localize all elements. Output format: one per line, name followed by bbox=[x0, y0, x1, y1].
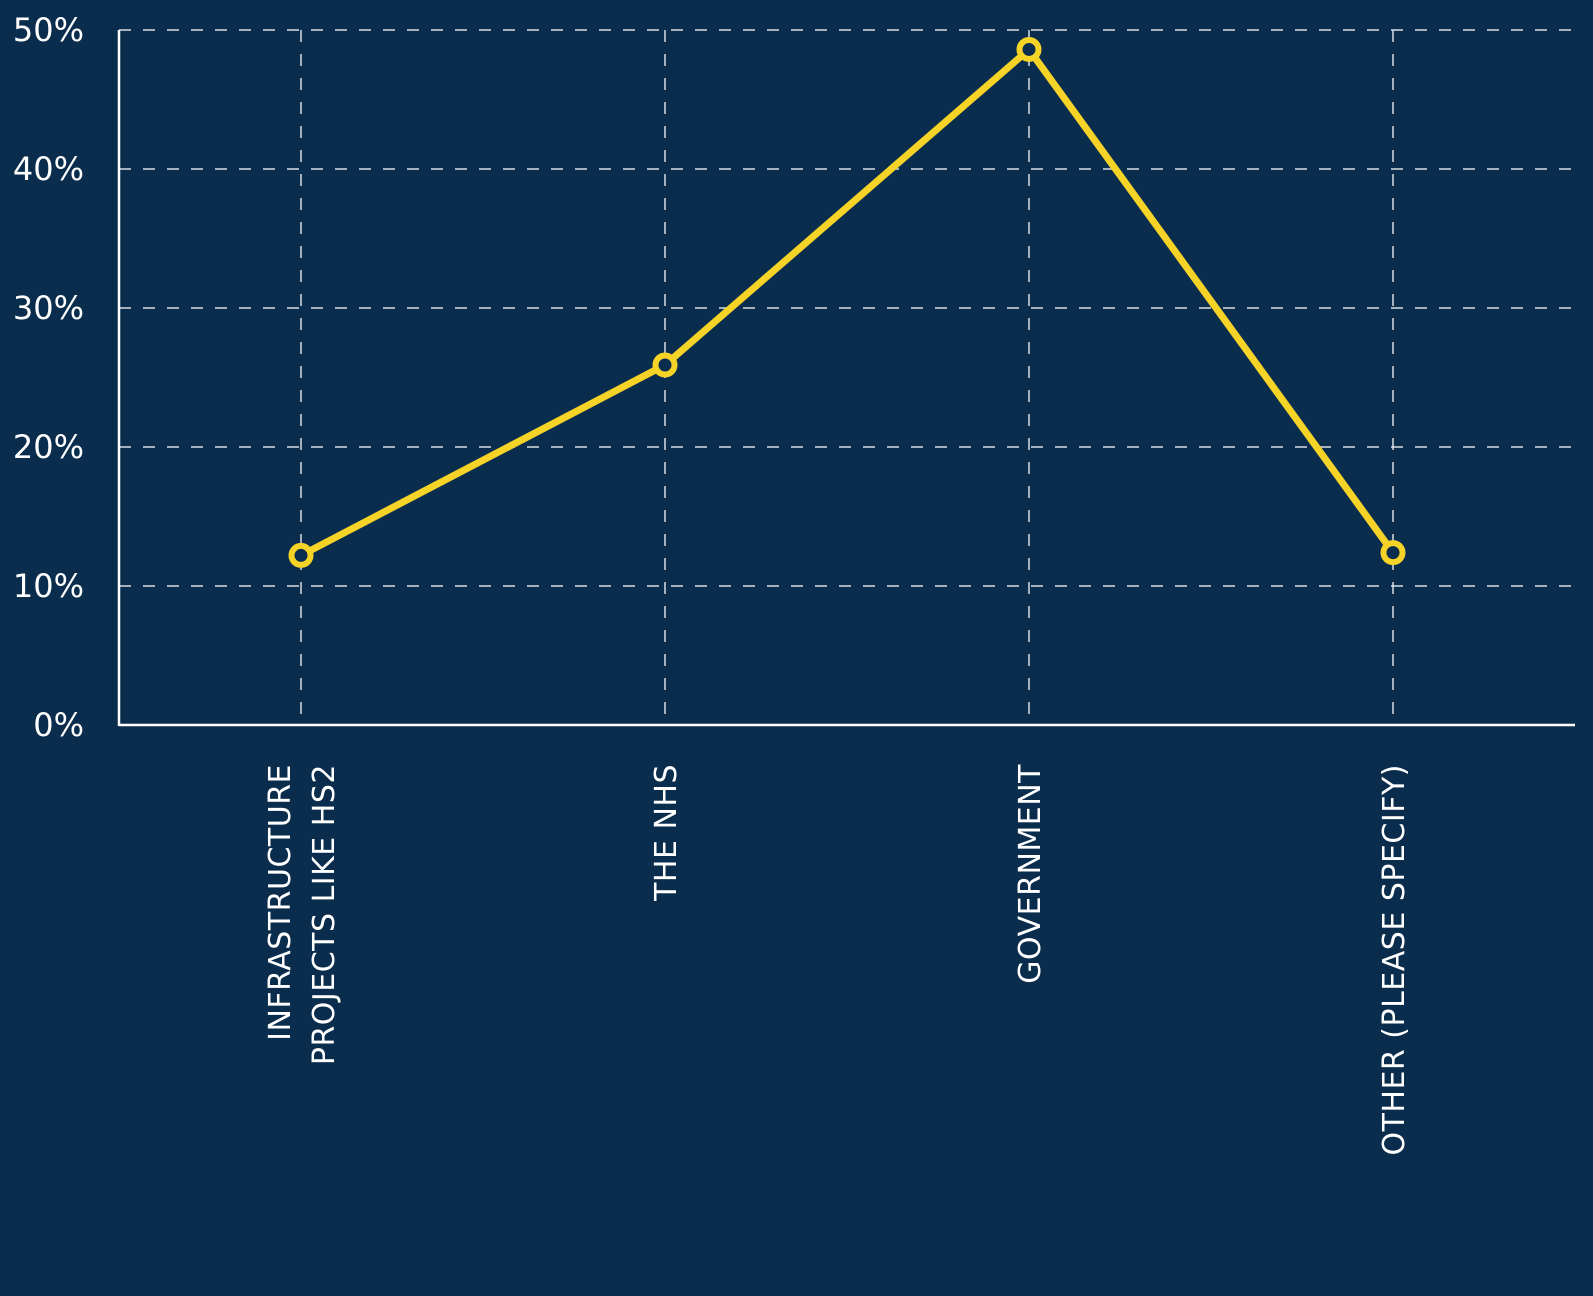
x-tick-label: PROJECTS LIKE HS2 bbox=[307, 764, 342, 1065]
data-point bbox=[1380, 540, 1406, 566]
x-tick-label: OTHER (PLEASE SPECIFY) bbox=[1377, 764, 1412, 1156]
x-tick-label: GOVERNMENT bbox=[1013, 764, 1048, 984]
y-tick-label: 40% bbox=[13, 150, 84, 188]
x-tick-label: THE NHS bbox=[649, 764, 684, 902]
x-tick-label: INFRASTRUCTURE bbox=[263, 764, 298, 1041]
axis-layer bbox=[117, 30, 1575, 727]
y-tick-label: 30% bbox=[13, 289, 84, 327]
grid-layer bbox=[119, 29, 1575, 725]
data-point bbox=[1016, 36, 1042, 62]
y-tick-label: 10% bbox=[13, 567, 84, 605]
data-point bbox=[288, 542, 314, 568]
y-tick-label: 20% bbox=[13, 428, 84, 466]
y-tick-label: 50% bbox=[13, 11, 84, 49]
series-layer bbox=[288, 36, 1406, 568]
series-line bbox=[297, 45, 1397, 559]
data-point bbox=[652, 352, 678, 378]
label-layer: 0% 10% 20% 30% 40% 50% INFRASTRUCTURE PROJECTS … bbox=[13, 11, 1412, 1156]
y-tick-label: 0% bbox=[33, 706, 84, 744]
